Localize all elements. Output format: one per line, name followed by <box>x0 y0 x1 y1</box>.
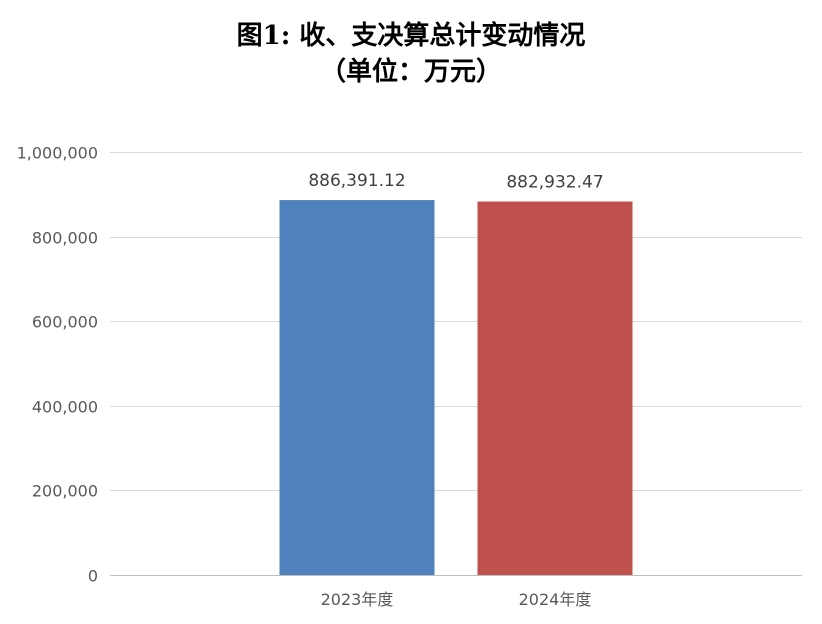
bar-1 <box>279 200 435 575</box>
y-tick-label: 200,000 <box>32 482 98 501</box>
chart-title-line-2: （单位：万元） <box>319 57 502 87</box>
bars <box>279 200 633 575</box>
y-tick-label: 600,000 <box>32 313 98 332</box>
y-tick-label: 1,000,000 <box>17 144 98 163</box>
category-label-1: 2023年度 <box>321 590 394 609</box>
y-tick-label: 800,000 <box>32 229 98 248</box>
x-axis-category-labels: 2023年度 2024年度 <box>321 590 592 609</box>
gridlines <box>110 152 802 576</box>
y-tick-label: 400,000 <box>32 398 98 417</box>
chart-title: 图1: 收、支决算总计变动情况 （单位：万元） <box>0 18 822 90</box>
data-label-2: 882,932.47 <box>506 173 603 193</box>
bar-2 <box>477 201 633 575</box>
y-tick-label: 0 <box>88 567 98 586</box>
data-labels: 886,391.12 882,932.47 <box>308 171 603 192</box>
chart-title-line-1: 图1: 收、支决算总计变动情况 <box>236 21 586 51</box>
y-axis-tick-labels: 0 200,000 400,000 600,000 800,000 1,000,000 <box>17 144 98 586</box>
category-label-2: 2024年度 <box>519 590 592 609</box>
data-label-1: 886,391.12 <box>308 171 405 191</box>
